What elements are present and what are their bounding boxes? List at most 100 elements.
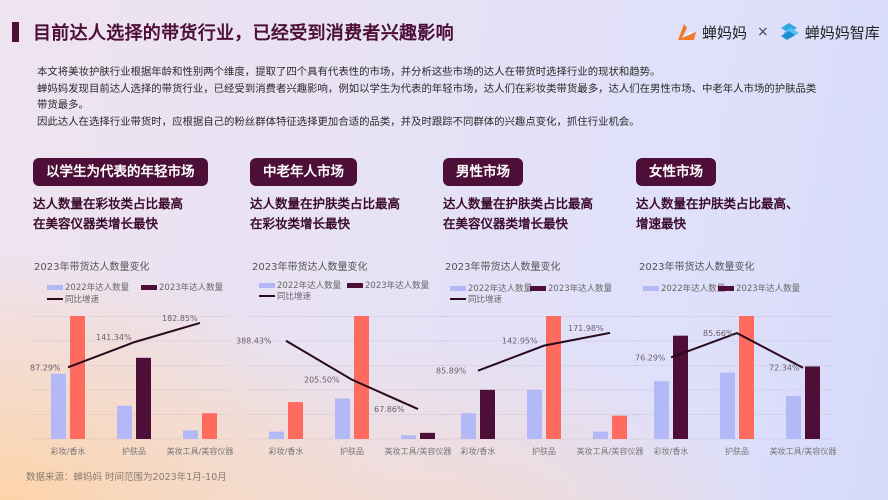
growth-rate-label: 388.43% xyxy=(236,337,272,346)
intro-line-3: 带货最多。 xyxy=(37,99,89,111)
bar-line-chart-female: 彩妆/香水 护肤品 美妆工具/美容仪器 76.29% 85.66% 72.34% xyxy=(633,316,836,456)
bar-2022 xyxy=(654,381,669,439)
bar-2022 xyxy=(720,372,735,439)
growth-rate-label: 171.98% xyxy=(568,324,604,333)
legend-2023: 2023年达人数量 xyxy=(530,282,612,294)
market-tag: 中老年人市场 xyxy=(250,158,357,186)
title-accent-bar xyxy=(12,22,19,42)
bar-2022 xyxy=(51,373,66,439)
growth-rate-label: 142.95% xyxy=(502,337,538,346)
legend-2023: 2023年达人数量 xyxy=(141,281,223,293)
legend-2023: 2023年达人数量 xyxy=(347,279,429,291)
chart-title: 2023年带货达人数量变化 xyxy=(34,262,150,273)
growth-rate-label: 67.86% xyxy=(374,405,405,414)
logo-zhiku-text: 蝉妈妈智库 xyxy=(804,23,880,42)
bar-2023 xyxy=(480,389,495,439)
x-axis-label: 护肤品 xyxy=(725,446,749,456)
headline-line-2: 增速最快 xyxy=(636,216,687,231)
bar-2023 xyxy=(612,415,627,439)
bar-2023 xyxy=(673,335,688,439)
market-tag: 以学生为代表的年轻市场 xyxy=(33,158,208,186)
intro-line-2: 蝉妈妈发现目前达人选择的带货行业，已经受到消费者兴趣影响，例如以学生为代表的年轻… xyxy=(37,82,817,95)
growth-rate-label: 205.50% xyxy=(304,376,340,385)
headline-line-1: 达人数量在护肤类占比最高 xyxy=(443,196,594,211)
legend-yoy: 同比增速 xyxy=(259,290,311,302)
yoy-growth-line xyxy=(477,331,611,372)
intro-text: 本文将美妆护肤行业根据年龄和性别两个维度，提取了四个具有代表性的市场，并分析这些… xyxy=(37,64,837,130)
x-axis-label: 彩妆/香水 xyxy=(51,446,86,456)
x-axis-label: 护肤品 xyxy=(532,446,556,456)
bar-2023 xyxy=(202,413,217,439)
headline-line-2: 在美容仪器类增长最快 xyxy=(33,216,159,231)
bar-2022 xyxy=(527,389,542,439)
headline-line-2: 在美容仪器类增长最快 xyxy=(443,216,569,231)
data-source-note: 数据来源：蝉妈妈 时间范围为2023年1月-10月 xyxy=(26,472,227,483)
yoy-growth-line xyxy=(670,331,804,369)
bar-2022 xyxy=(401,435,416,439)
bar-2022 xyxy=(786,395,801,439)
growth-rate-label: 85.66% xyxy=(703,329,734,338)
growth-rate-label: 141.34% xyxy=(96,333,132,342)
bar-2023 xyxy=(136,357,151,439)
headline-line-2: 在彩妆类增长最快 xyxy=(250,216,351,231)
headline-line-1: 达人数量在护肤类占比最高、 xyxy=(636,196,799,211)
legend-2022: 2022年达人数量 xyxy=(259,279,341,291)
headline-line-1: 达人数量在护肤类占比最高 xyxy=(250,196,401,211)
card-young-market: 以学生为代表的年轻市场 达人数量在彩妆类占比最高 在美容仪器类增长最快 xyxy=(33,158,208,234)
bar-line-chart-elderly: 彩妆/香水 护肤品 美妆工具/美容仪器 388.43% 205.50% 67.86% xyxy=(236,316,451,456)
legend-yoy: 同比增速 xyxy=(47,293,99,305)
legend-2023: 2023年达人数量 xyxy=(718,282,800,294)
card-female-market: 女性市场 达人数量在护肤类占比最高、 增速最快 xyxy=(636,158,799,234)
bar-2023 xyxy=(288,402,303,439)
market-tag: 男性市场 xyxy=(443,158,523,186)
bar-2023 xyxy=(546,316,561,439)
growth-rate-label: 72.34% xyxy=(769,364,800,373)
bar-2023 xyxy=(805,366,820,439)
page-title: 目前达人选择的带货行业，已经受到消费者兴趣影响 xyxy=(33,23,454,44)
x-axis-label: 美妆工具/美容仪器 xyxy=(385,446,452,456)
growth-rate-label: 85.89% xyxy=(436,367,467,376)
bar-2023 xyxy=(420,432,435,439)
headline-line-1: 达人数量在彩妆类占比最高 xyxy=(33,196,184,211)
bar-2023 xyxy=(70,316,85,439)
card-elderly-market: 中老年人市场 达人数量在护肤类占比最高 在彩妆类增长最快 xyxy=(250,158,400,234)
x-axis-label: 美妆工具/美容仪器 xyxy=(770,446,837,456)
intro-line-1: 本文将美妆护肤行业根据年龄和性别两个维度，提取了四个具有代表性的市场，并分析这些… xyxy=(37,66,661,78)
legend-yoy: 同比增速 xyxy=(450,293,502,305)
chart-title: 2023年带货达人数量变化 xyxy=(445,262,561,273)
bar-line-chart-young: 彩妆/香水 护肤品 美妆工具/美容仪器 87.29% 141.34% 182.85% xyxy=(30,314,233,456)
chanmama-zhiku-logo-icon xyxy=(780,23,799,40)
logo-separator: × xyxy=(757,24,769,40)
x-axis-label: 护肤品 xyxy=(122,446,146,456)
yoy-growth-line xyxy=(285,339,419,410)
x-axis-label: 美妆工具/美容仪器 xyxy=(577,446,644,456)
legend-2022: 2022年达人数量 xyxy=(450,282,532,294)
bar-2022 xyxy=(269,431,284,439)
chart-title: 2023年带货达人数量变化 xyxy=(639,262,755,273)
growth-rate-label: 76.29% xyxy=(635,353,666,362)
yoy-growth-line xyxy=(67,322,201,369)
brand-logos: 蝉妈妈 × 蝉妈妈智库 xyxy=(676,20,880,44)
bar-2023 xyxy=(354,316,369,439)
x-axis-label: 彩妆/香水 xyxy=(461,446,496,456)
card-male-market: 男性市场 达人数量在护肤类占比最高 在美容仪器类增长最快 xyxy=(443,158,593,234)
x-axis-label: 彩妆/香水 xyxy=(269,446,304,456)
bar-line-chart-male: 彩妆/香水 护肤品 美妆工具/美容仪器 85.89% 142.95% 171.98% xyxy=(436,316,643,456)
legend-2022: 2022年达人数量 xyxy=(47,281,129,293)
legend-2022: 2022年达人数量 xyxy=(643,282,725,294)
bar-2022 xyxy=(593,431,608,439)
intro-line-4: 因此达人在选择行业带货时，应根据自己的粉丝群体特征选择更加合适的品类，并及时跟踪… xyxy=(37,115,640,128)
chanmama-logo-icon xyxy=(678,24,696,40)
x-axis-label: 彩妆/香水 xyxy=(654,446,689,456)
market-tag: 女性市场 xyxy=(636,158,716,186)
bar-2022 xyxy=(461,413,476,439)
bar-2022 xyxy=(117,405,132,439)
chart-title: 2023年带货达人数量变化 xyxy=(252,262,368,273)
growth-rate-label: 182.85% xyxy=(162,314,198,323)
x-axis-label: 美妆工具/美容仪器 xyxy=(167,446,234,456)
bar-2023 xyxy=(739,316,754,439)
growth-rate-label: 87.29% xyxy=(30,363,61,372)
bar-2022 xyxy=(183,430,198,439)
logo-chanmama-text: 蝉妈妈 xyxy=(702,23,748,42)
x-axis-label: 护肤品 xyxy=(340,446,364,456)
